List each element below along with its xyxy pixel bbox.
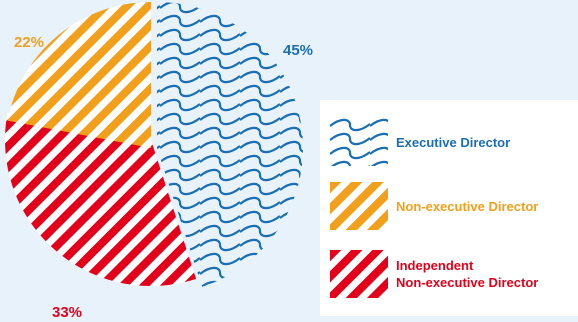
legend-swatch-independent-non-executive-director — [330, 250, 388, 298]
legend-swatch-executive-director — [330, 118, 388, 166]
slice-value-label-executive-director: 45% — [283, 42, 314, 59]
slice-value-label-independent-non-executive-director: 33% — [52, 304, 83, 321]
pie-slice-non-executive-director — [7, 2, 152, 148]
legend-item-independent-non-executive-director: Independent Non-executive Director — [330, 250, 538, 298]
pie-slice-executive-director — [157, 2, 303, 287]
legend-item-non-executive-director: Non-executive Director — [330, 182, 538, 230]
legend: Executive Director Non-executive Director… — [320, 100, 578, 316]
legend-label: Executive Director — [396, 134, 511, 150]
legend-label: Non-executive Director — [396, 198, 539, 214]
legend-item-executive-director: Executive Director — [330, 118, 510, 166]
legend-swatch-non-executive-director — [330, 182, 388, 230]
slice-value-label-non-executive-director: 22% — [14, 34, 45, 51]
legend-label: Independent Non-executive Director — [396, 258, 539, 290]
pie-slice-independent-non-executive-director — [4, 112, 197, 286]
